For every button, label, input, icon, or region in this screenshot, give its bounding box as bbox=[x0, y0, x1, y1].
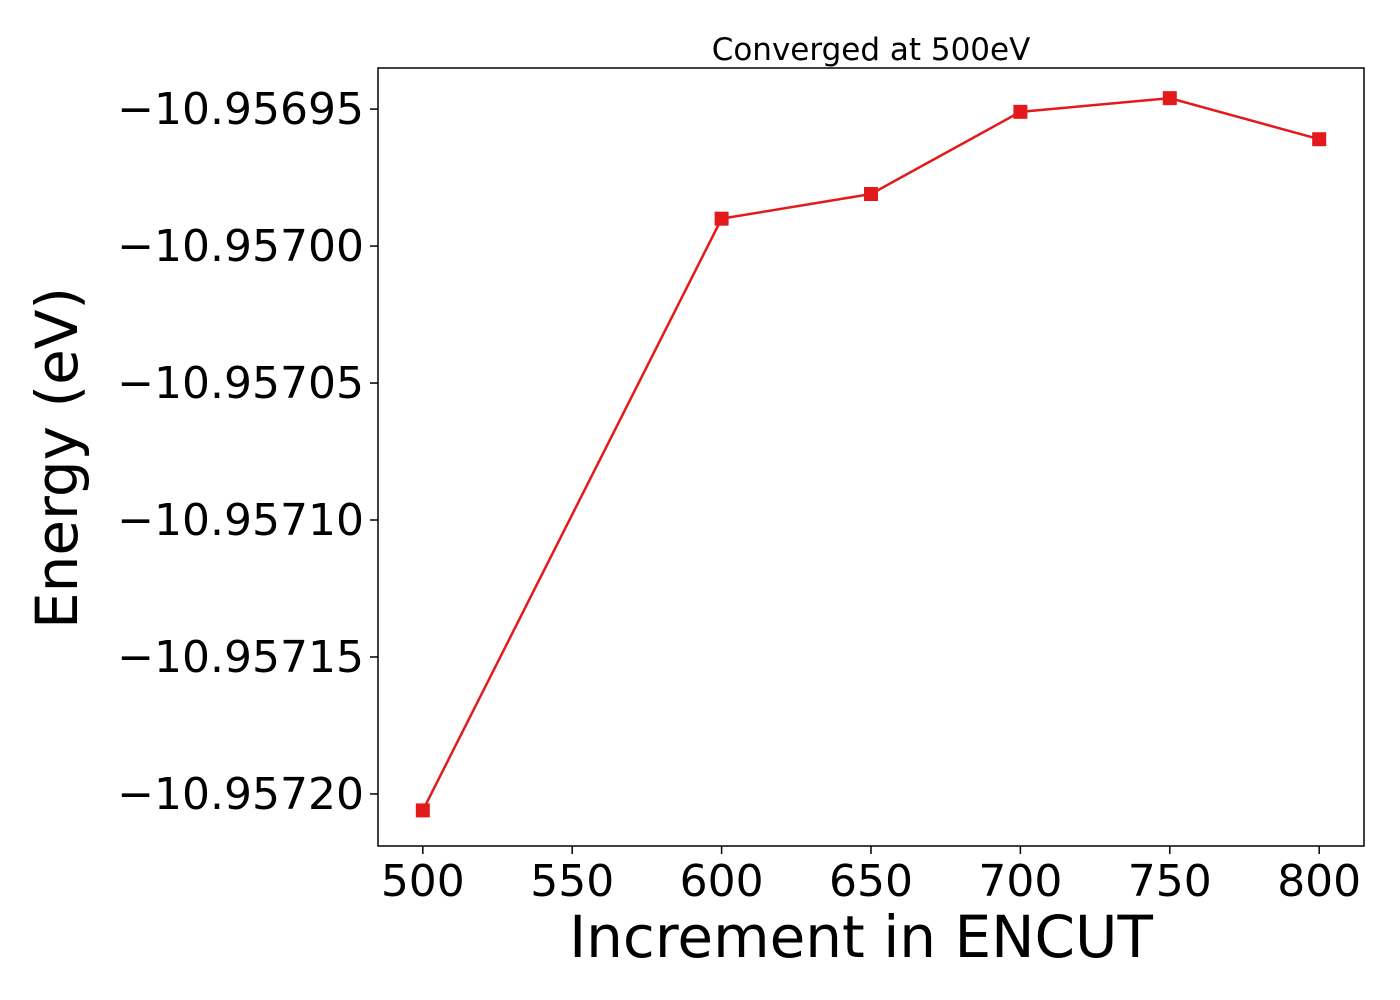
y-tick-label: −10.95695 bbox=[117, 84, 364, 135]
chart-title: Converged at 500eV bbox=[712, 32, 1031, 68]
y-tick-label: −10.95715 bbox=[117, 632, 364, 683]
x-axis-title: Increment in ENCUT bbox=[569, 903, 1153, 971]
x-tick-label: 700 bbox=[978, 856, 1062, 907]
x-tick-label: 550 bbox=[530, 856, 614, 907]
y-tick-label: −10.95710 bbox=[117, 495, 364, 546]
data-point-marker bbox=[1013, 104, 1028, 119]
x-axis: 500 550 600 650 700 750 800 bbox=[381, 846, 1361, 907]
series-line bbox=[421, 96, 1320, 811]
plot-frame bbox=[377, 67, 1365, 847]
x-tick-label: 500 bbox=[381, 856, 465, 907]
y-axis-title: Energy (eV) bbox=[23, 287, 91, 629]
y-tick-label: −10.95700 bbox=[117, 221, 364, 272]
data-point-marker bbox=[1162, 91, 1177, 106]
x-tick-label: 650 bbox=[829, 856, 913, 907]
x-tick-label: 600 bbox=[680, 856, 764, 907]
data-point-marker bbox=[714, 211, 729, 226]
plot-area bbox=[415, 91, 1327, 818]
y-tick-label: −10.95705 bbox=[117, 358, 364, 409]
x-tick-label: 750 bbox=[1128, 856, 1212, 907]
data-point-marker bbox=[1312, 132, 1327, 147]
data-point-marker bbox=[864, 187, 878, 202]
y-axis: −10.95695 −10.95700 −10.95705 −10.95710 −10.… bbox=[117, 84, 378, 820]
y-tick-label: −10.95720 bbox=[117, 769, 364, 820]
data-point-marker bbox=[415, 803, 430, 818]
x-tick-label: 800 bbox=[1277, 856, 1361, 907]
